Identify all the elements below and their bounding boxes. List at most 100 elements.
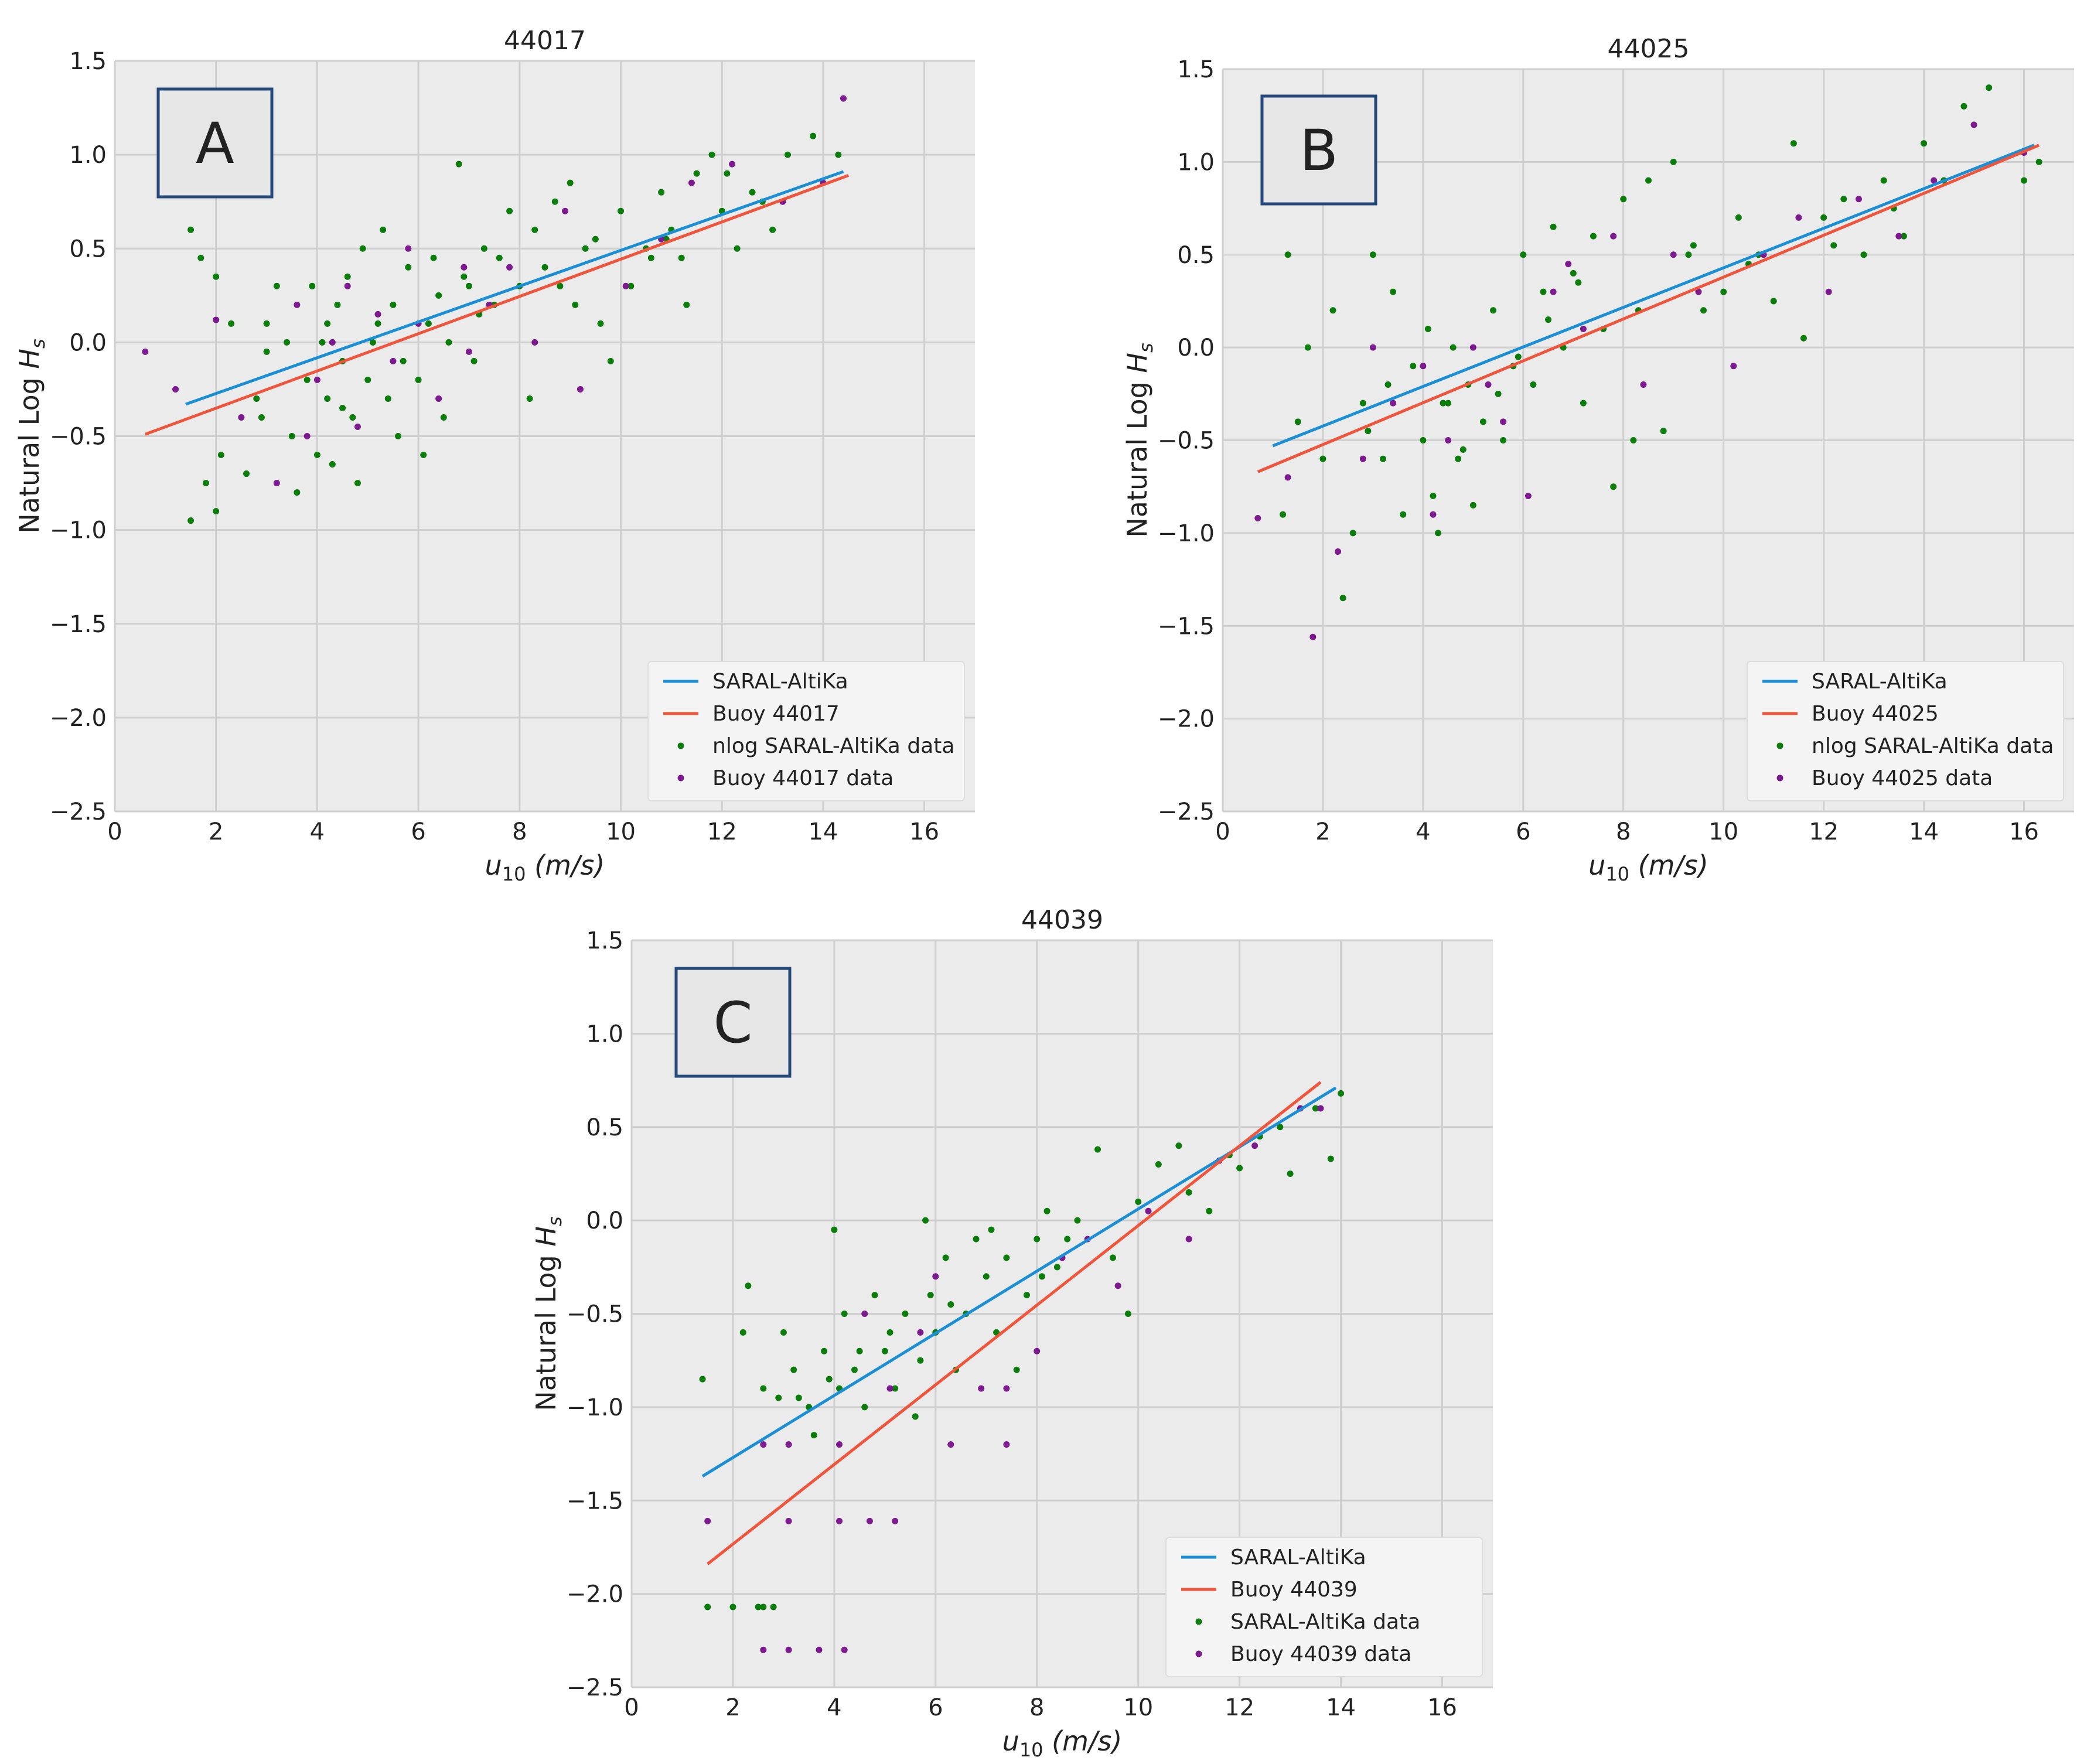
saral-data-point (1038, 1273, 1045, 1280)
saral-data-point (1384, 381, 1392, 388)
saral-data-point (1500, 437, 1507, 443)
saral-data-point (294, 489, 301, 496)
saral-data-point (213, 508, 220, 515)
saral-data-point (927, 1292, 934, 1299)
buoy-data-point (273, 480, 280, 487)
y-tick-label: −2.5 (1158, 799, 1215, 825)
buoy-data-point (1580, 325, 1587, 332)
saral-data-point (810, 132, 817, 139)
saral-data-point (1520, 251, 1527, 258)
saral-data-point (780, 1329, 787, 1336)
buoy-data-point (506, 264, 513, 271)
legend-swatch-point (1776, 774, 1783, 782)
saral-data-point (922, 1217, 929, 1224)
buoy-data-point (932, 1273, 939, 1280)
saral-data-point (202, 480, 209, 487)
saral-data-point (1540, 288, 1547, 295)
saral-data-point (1459, 446, 1467, 453)
saral-data-point (902, 1311, 909, 1317)
legend-box (647, 661, 965, 801)
buoy-data-point (1359, 455, 1366, 462)
x-tick-label: 2 (209, 818, 223, 845)
buoy-data-point (836, 1441, 843, 1448)
buoy-data-point (1640, 381, 1647, 388)
x-tick-label: 0 (1215, 818, 1230, 845)
buoy-data-point (840, 95, 847, 102)
buoy-data-point (688, 179, 695, 186)
y-tick-label: −2.0 (50, 705, 107, 732)
saral-data-point (871, 1292, 878, 1299)
buoy-data-point (238, 414, 245, 421)
buoy-data-point (1034, 1347, 1041, 1354)
y-tick-label: −1.5 (567, 1487, 623, 1514)
saral-data-point (1490, 307, 1497, 314)
legend-swatch-point (1195, 1650, 1202, 1657)
buoy-data-point (374, 311, 381, 318)
panel-label: C (713, 990, 752, 1056)
saral-data-point (1294, 418, 1301, 425)
buoy-data-point (1670, 251, 1677, 258)
saral-data-point (1440, 400, 1447, 407)
saral-data-point (1800, 335, 1807, 342)
buoy-data-point (354, 423, 361, 430)
saral-data-point (1124, 1311, 1131, 1317)
legend-entry-label: SARAL-AltiKa data (1230, 1610, 1420, 1634)
saral-data-point (1435, 530, 1442, 537)
saral-data-point (1074, 1217, 1081, 1224)
saral-data-point (1570, 269, 1577, 277)
saral-data-point (1575, 279, 1582, 286)
saral-data-point (724, 170, 731, 177)
saral-data-point (1700, 307, 1707, 314)
saral-data-point (699, 1376, 706, 1383)
saral-data-point (309, 282, 316, 289)
buoy-data-point (1525, 493, 1532, 500)
buoy-data-point (213, 316, 220, 323)
buoy-data-point (1970, 121, 1977, 128)
buoy-fit-line (1257, 144, 2040, 473)
saral-data-point (1206, 1207, 1213, 1214)
saral-data-point (400, 357, 407, 364)
saral-data-point (334, 301, 341, 308)
y-tick-label: 1.5 (586, 927, 623, 954)
saral-data-point (1986, 84, 1993, 91)
buoy-data-point (947, 1441, 954, 1448)
legend-entry-label: SARAL-AltiKa (1812, 670, 1948, 694)
buoy-data-point (1500, 418, 1507, 425)
saral-fit-line (1272, 144, 2035, 448)
panel-label: A (196, 111, 234, 176)
y-tick-label: −1.5 (50, 611, 107, 638)
saral-data-point (359, 245, 366, 252)
saral-data-point (795, 1394, 802, 1401)
buoy-data-point (861, 1311, 868, 1317)
legend-box (1165, 1537, 1483, 1677)
buoy-data-point (1430, 511, 1437, 518)
saral-data-point (243, 470, 250, 477)
saral-data-point (1329, 307, 1336, 314)
legend-entry-label: Buoy 44025 (1812, 702, 1939, 726)
saral-data-point (354, 480, 361, 487)
saral-data-point (263, 348, 270, 355)
buoy-data-point (461, 264, 468, 271)
saral-data-point (1094, 1146, 1101, 1153)
buoy-data-point (704, 1517, 711, 1524)
saral-data-point (1515, 353, 1522, 360)
saral-data-point (749, 189, 756, 196)
saral-data-point (1630, 437, 1637, 443)
saral-data-point (770, 1603, 777, 1611)
buoy-data-point (622, 282, 629, 289)
saral-data-point (1365, 428, 1372, 435)
saral-data-point (892, 1385, 899, 1392)
saral-data-point (947, 1301, 954, 1308)
saral-data-point (461, 273, 468, 280)
saral-data-point (258, 414, 265, 421)
chart-title: 44017 (504, 26, 586, 56)
buoy-data-point (978, 1385, 985, 1392)
buoy-data-point (329, 339, 336, 346)
saral-data-point (531, 226, 538, 233)
y-tick-label: −0.5 (50, 424, 107, 451)
saral-data-point (988, 1226, 995, 1233)
saral-data-point (1109, 1254, 1116, 1261)
panel-label-box (1260, 94, 1377, 206)
y-tick-label: −0.5 (567, 1301, 623, 1328)
saral-data-point (551, 198, 558, 205)
